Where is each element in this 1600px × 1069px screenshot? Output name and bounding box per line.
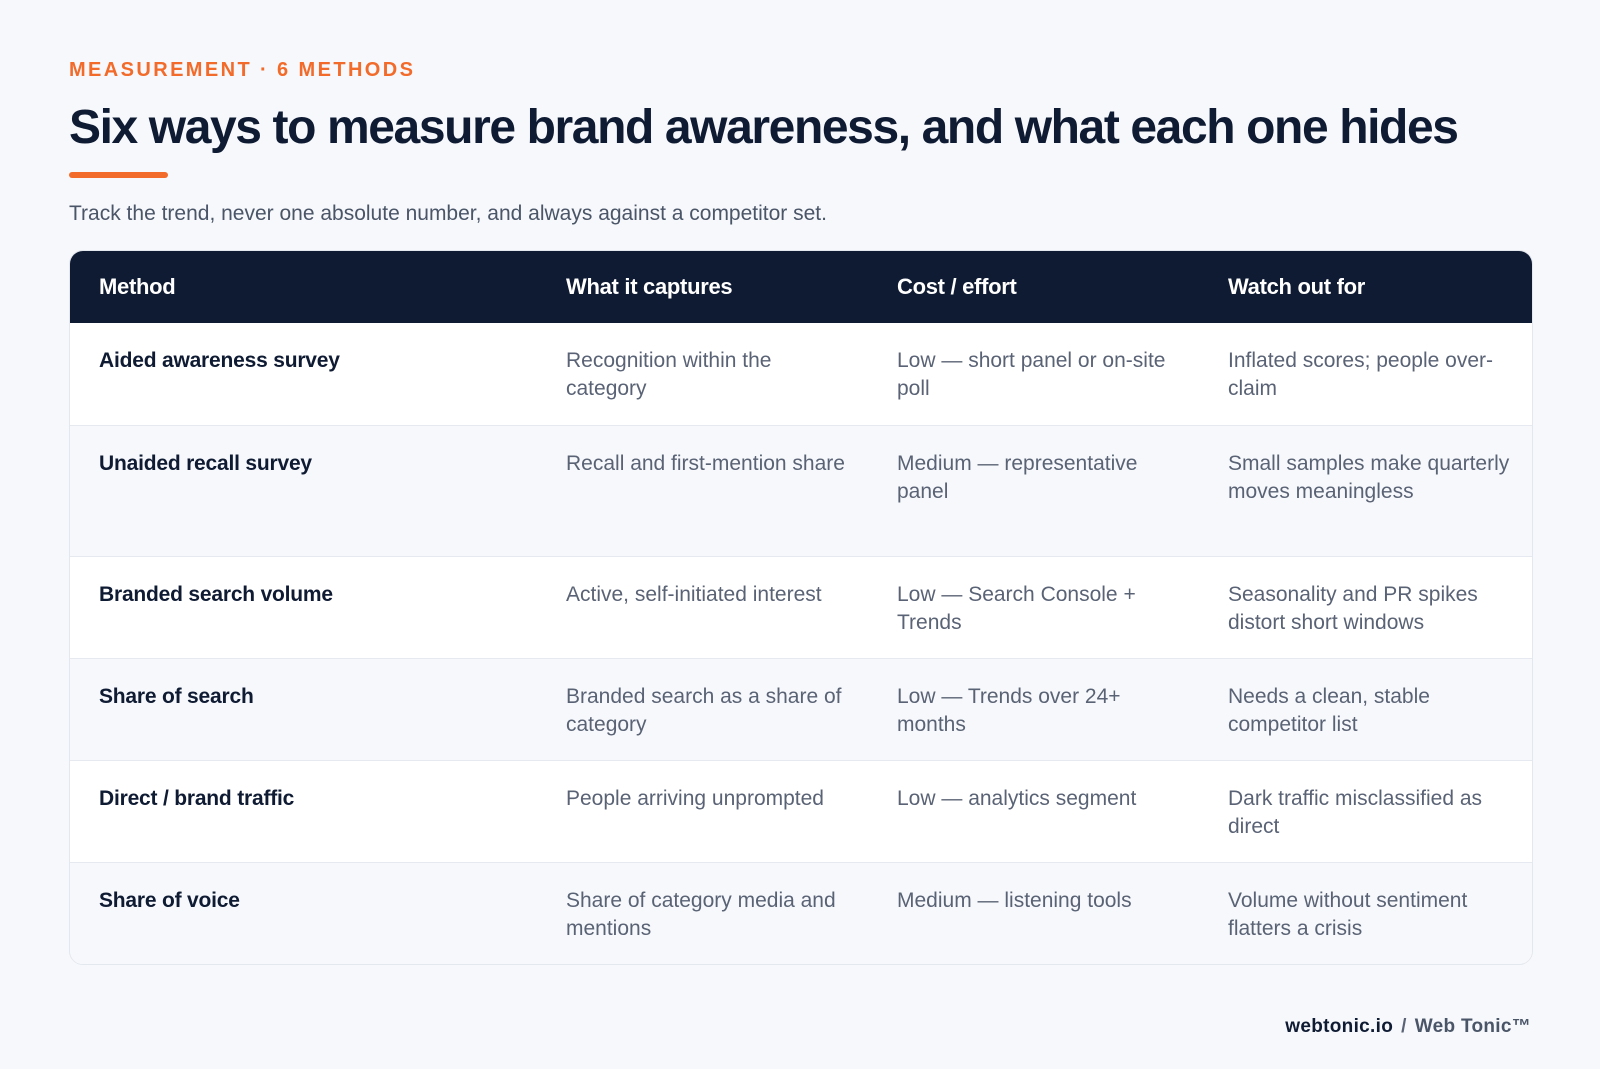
captures-cell: Share of category media and mentions: [537, 861, 868, 964]
method-cell: Branded search volume: [70, 555, 537, 658]
footer-credit: webtonic.io / Web Tonic™: [1285, 1014, 1531, 1040]
cost-cell: Low — short panel or on-site poll: [897, 349, 1166, 400]
method-cell: Share of voice: [70, 861, 537, 964]
column-header-method: Method: [99, 274, 176, 299]
methods-table: Method What it captures Cost / effort Wa…: [70, 251, 1532, 964]
footer-brand: Web Tonic™: [1414, 1016, 1531, 1037]
column-header-captures: What it captures: [566, 274, 733, 299]
captures-cell: Active, self-initiated interest: [537, 555, 868, 658]
table-row: Share of search Branded search as a shar…: [70, 657, 1532, 760]
captures-cell: People arriving unprompted: [537, 759, 868, 862]
content-area: MEASUREMENT · 6 METHODS Six ways to meas…: [69, 56, 1533, 965]
cost-cell: Low — Trends over 24+ months: [868, 657, 1199, 760]
page-subtitle: Track the trend, never one absolute numb…: [69, 202, 827, 225]
table-header: Method What it captures Cost / effort Wa…: [70, 251, 1532, 323]
footer-separator: /: [1401, 1016, 1407, 1037]
table-body: Aided awareness survey Recognition withi…: [70, 323, 1532, 964]
watch-cell: Dark traffic misclassified as direct: [1199, 759, 1532, 862]
captures-cell: Recall and first-mention share: [537, 424, 868, 556]
watch-cell: Inflated scores; people over-claim: [1228, 349, 1493, 400]
table-row: Branded search volume Active, self-initi…: [70, 555, 1532, 658]
captures-cell: Branded search as a share of category: [537, 657, 868, 760]
watch-cell: Small samples make quarterly moves meani…: [1199, 424, 1532, 556]
table-row: Aided awareness survey Recognition withi…: [70, 323, 1532, 425]
watch-cell: Volume without sentiment flatters a cris…: [1199, 861, 1532, 964]
method-cell: Aided awareness survey: [99, 349, 340, 372]
watch-cell: Seasonality and PR spikes distort short …: [1199, 555, 1532, 658]
captures-cell: Recognition within the category: [566, 349, 772, 400]
page-title: Six ways to measure brand awareness, and…: [69, 101, 1459, 154]
table-row: Direct / brand traffic People arriving u…: [70, 759, 1532, 862]
cost-cell: Low — Search Console + Trends: [868, 555, 1199, 658]
cost-cell: Medium — listening tools: [868, 861, 1199, 964]
title-accent-bar: [69, 172, 168, 178]
method-cell: Unaided recall survey: [70, 424, 537, 556]
column-header-watch: Watch out for: [1228, 274, 1366, 299]
footer-domain-link[interactable]: webtonic.io: [1285, 1016, 1394, 1037]
column-header-cost: Cost / effort: [897, 274, 1017, 299]
table-row: Share of voice Share of category media a…: [70, 861, 1532, 964]
cost-cell: Medium — representative panel: [868, 424, 1199, 556]
table-header-row: Method What it captures Cost / effort Wa…: [70, 251, 1532, 323]
watch-cell: Needs a clean, stable competitor list: [1199, 657, 1532, 760]
cost-cell: Low — analytics segment: [868, 759, 1199, 862]
method-cell: Share of search: [70, 657, 537, 760]
method-cell: Direct / brand traffic: [70, 759, 537, 862]
eyebrow-label: MEASUREMENT · 6 METHODS: [69, 59, 416, 81]
methods-table-card: Method What it captures Cost / effort Wa…: [69, 250, 1533, 965]
table-row: Unaided recall survey Recall and first-m…: [70, 424, 1532, 556]
